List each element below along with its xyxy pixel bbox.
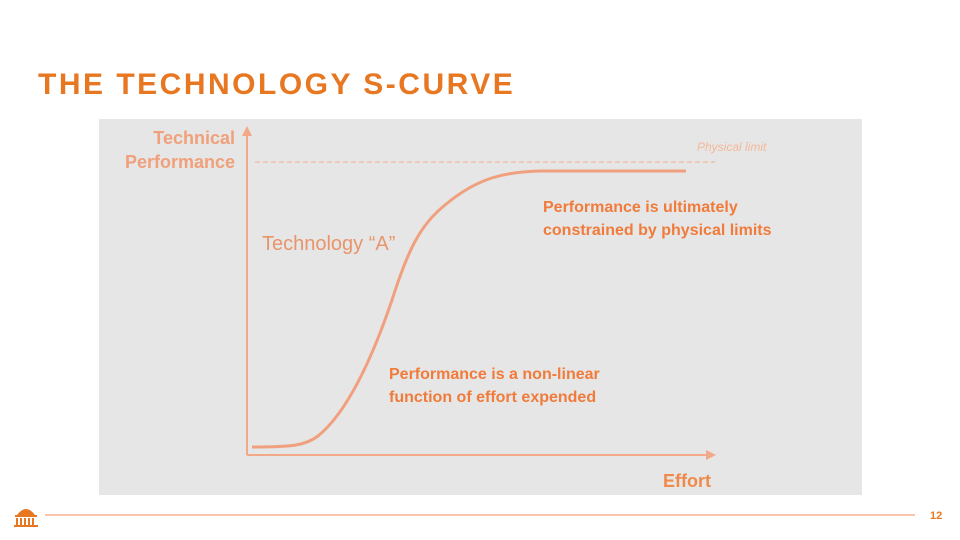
annotation: Performance is a non-linear	[389, 366, 600, 383]
axes	[246, 128, 713, 456]
page-number: 12	[930, 510, 942, 522]
x-axis-label: Effort	[663, 471, 711, 491]
annotation: function of effort expended	[389, 389, 596, 406]
slide-title: THE TECHNOLOGY S-CURVE	[38, 68, 515, 101]
annotation: Performance is ultimately	[543, 199, 738, 216]
y-axis-label: Performance	[125, 152, 235, 172]
y-axis-arrow	[242, 126, 252, 136]
x-axis-arrow	[706, 450, 716, 460]
annotation: constrained by physical limits	[543, 222, 772, 239]
s-curve	[251, 169, 686, 449]
y-axis-label: Technical	[153, 128, 235, 148]
limit-label: Physical limit	[697, 140, 767, 154]
logo	[14, 509, 38, 527]
diagram-background	[99, 119, 862, 495]
curve-label: Technology “A”	[262, 233, 395, 255]
